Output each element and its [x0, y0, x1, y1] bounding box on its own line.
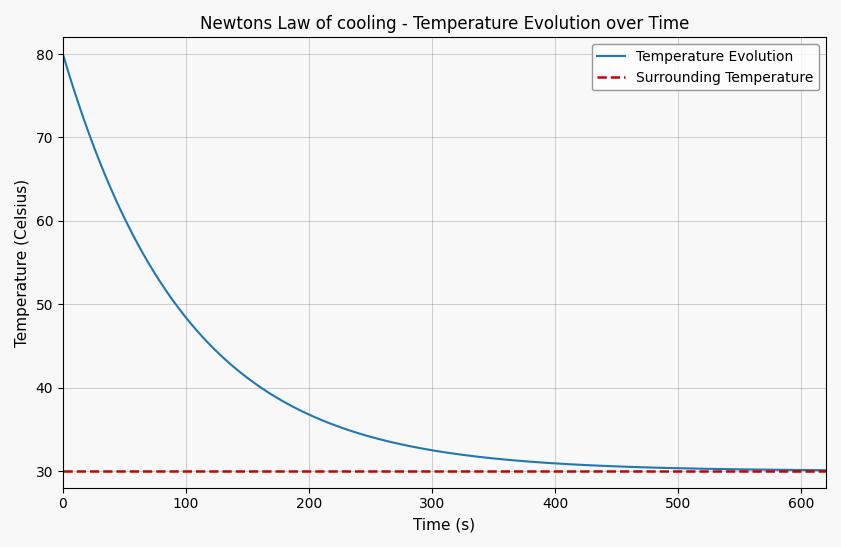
Temperature Evolution [367, 434, 377, 440]
Line: Temperature Evolution: Temperature Evolution [63, 54, 826, 470]
Temperature Evolution [653, 464, 663, 471]
Temperature Evolution [821, 467, 831, 474]
Surrounding Temperature [59, 468, 69, 474]
Temperature Evolution [58, 51, 68, 57]
Temperature Evolution [667, 465, 677, 472]
X-axis label: Time (s): Time (s) [414, 517, 475, 532]
Temperature Evolution [394, 440, 404, 447]
Surrounding Temperature [58, 468, 68, 474]
Y-axis label: Temperature (Celsius): Temperature (Celsius) [15, 178, 30, 347]
Title: Newtons Law of cooling - Temperature Evolution over Time: Newtons Law of cooling - Temperature Evo… [200, 15, 689, 33]
Temperature Evolution [582, 462, 592, 468]
Legend: Temperature Evolution, Surrounding Temperature: Temperature Evolution, Surrounding Tempe… [592, 44, 819, 90]
Temperature Evolution [135, 246, 145, 253]
